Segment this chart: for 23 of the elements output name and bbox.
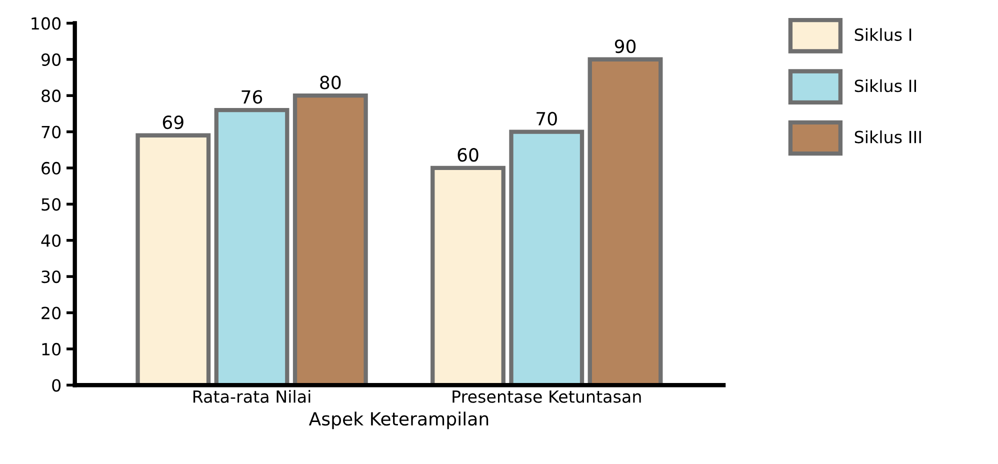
legend-label: Siklus I [854,28,912,42]
y-tick-label: 10 [42,342,61,356]
y-tick-label: 60 [42,162,61,175]
y-tick-label: 50 [42,198,61,211]
legend-label: Siklus III [854,130,921,144]
y-tick-label: 30 [42,270,61,284]
y-tick-label: 40 [41,234,61,247]
data-label: 70 [536,112,557,126]
y-tick-label: 100 [32,17,61,30]
y-tick-label: 20 [42,306,61,320]
x-axis-title: Aspek Keterampilan [308,412,488,430]
data-label: 80 [320,76,341,90]
y-tick-label: 0 [52,379,61,392]
x-tick-label: Rata-rata Nilai [193,390,310,403]
data-label: 60 [458,148,478,162]
y-tick-label: 80 [42,90,61,102]
legend-label: Siklus II [854,79,916,92]
x-tick-label: Presentase Ketuntasan [452,390,641,403]
data-label: 76 [242,90,262,104]
y-tick-label: 90 [41,53,61,66]
data-label: 69 [162,115,184,130]
y-tick-label: 70 [42,126,61,138]
data-label: 90 [614,39,636,54]
